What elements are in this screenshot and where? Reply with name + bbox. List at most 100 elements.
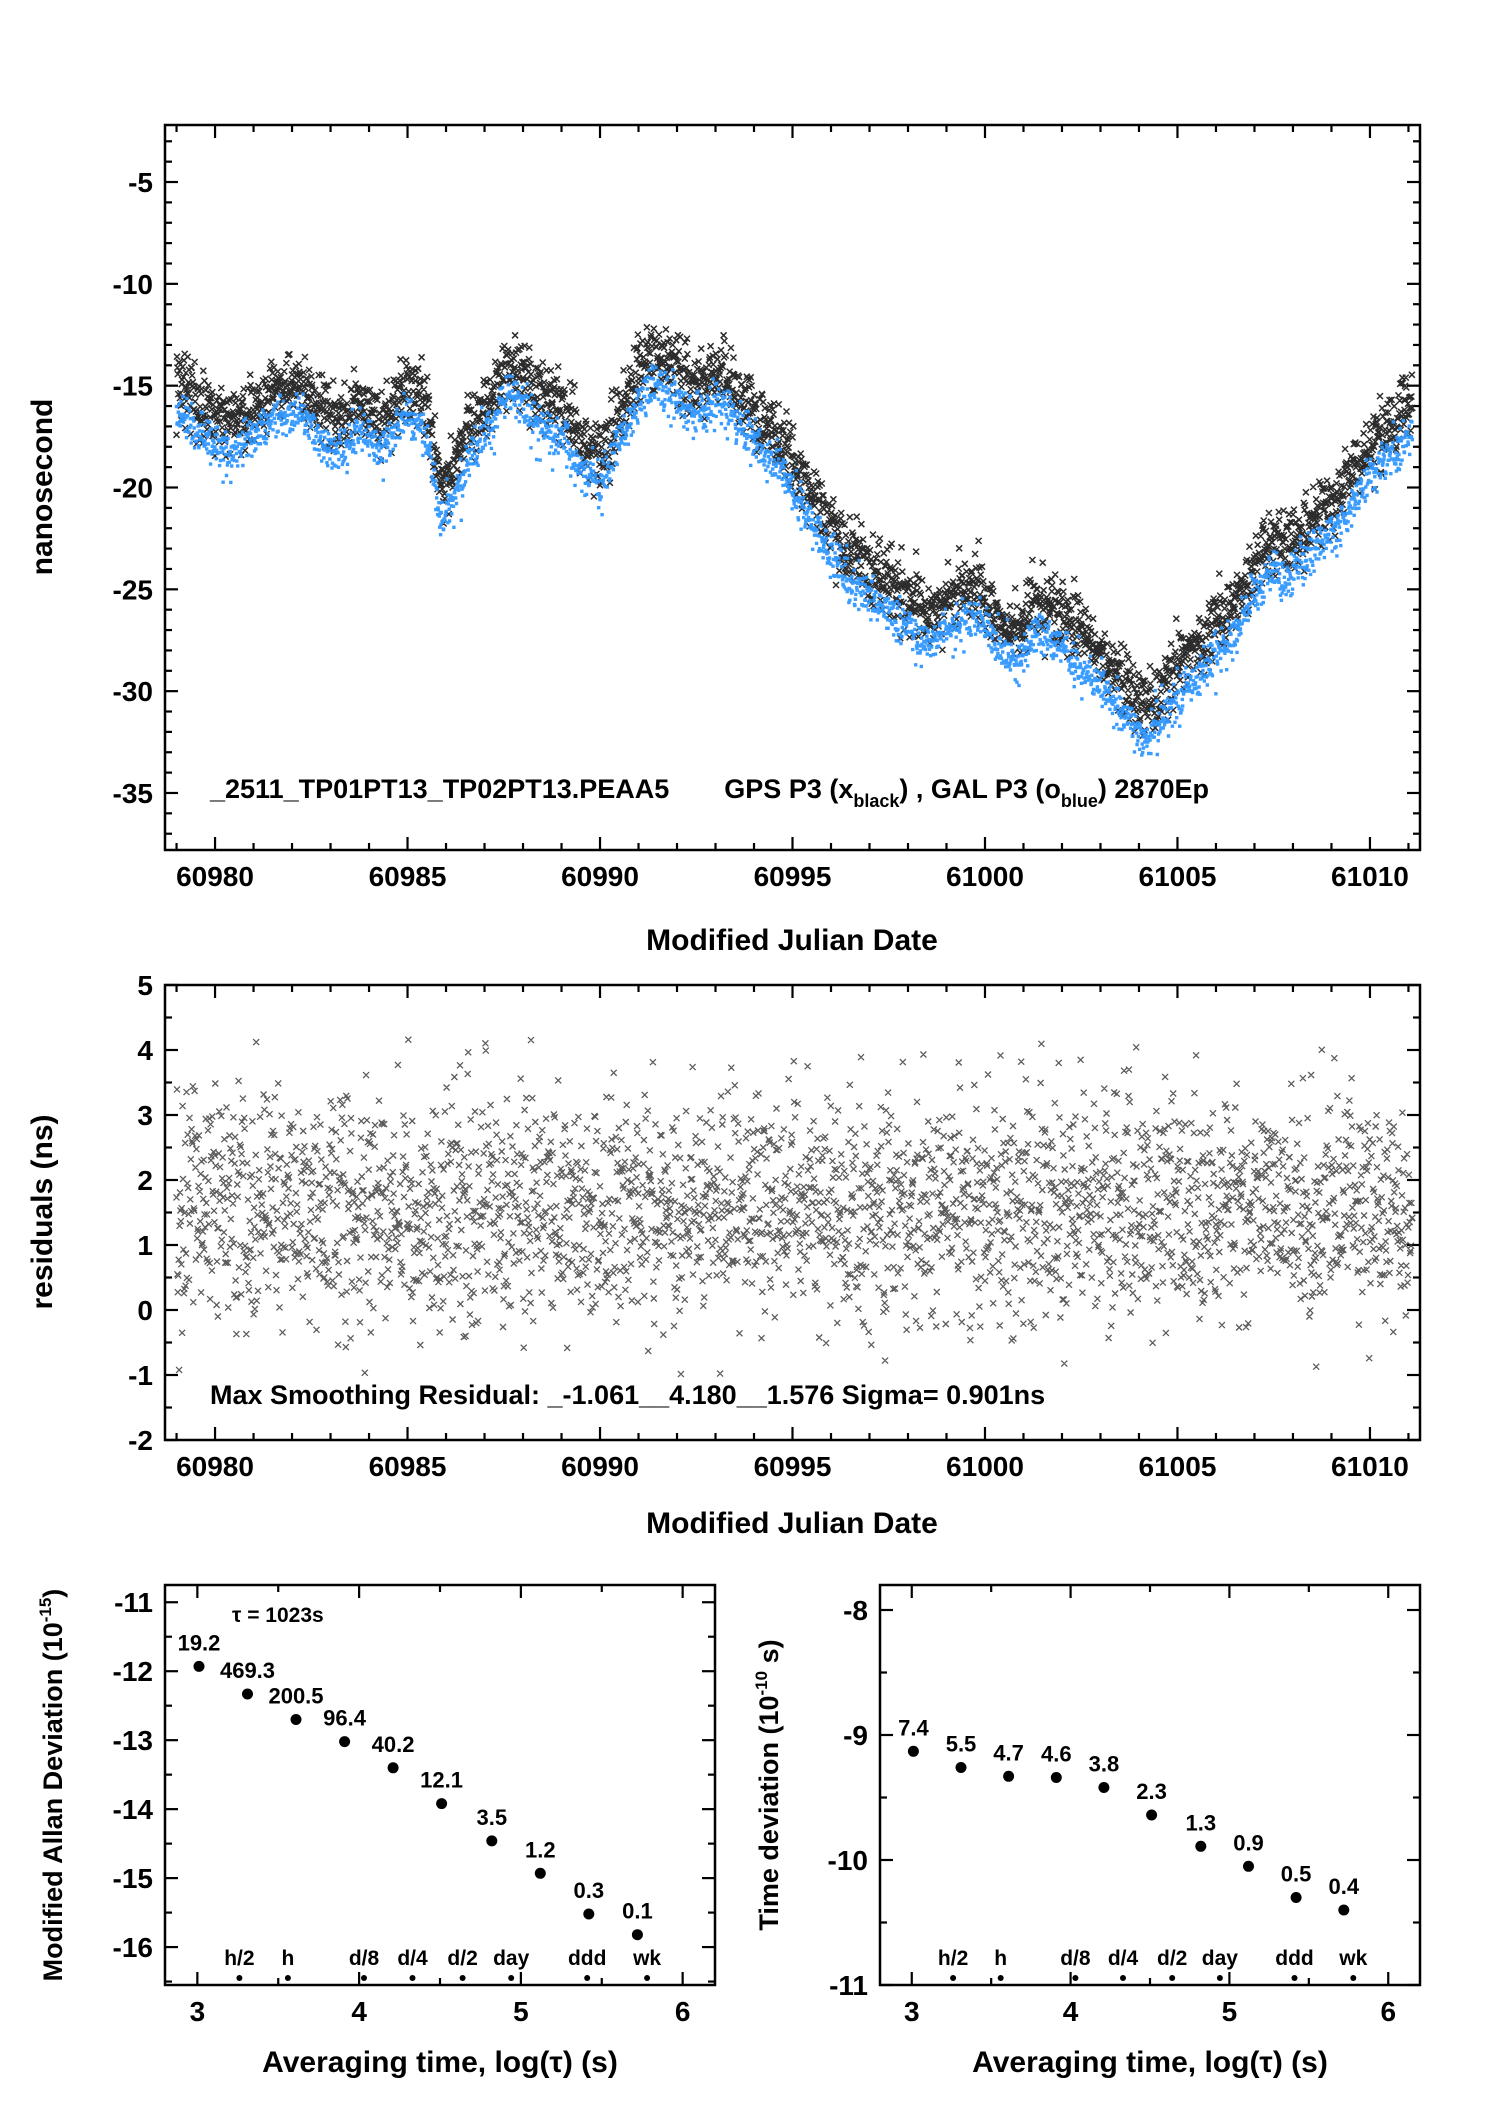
top-yaxis-title: nanosecond [26,399,59,576]
x-tick-label: 5 [513,1996,529,2027]
y-tick-label: -8 [843,1595,868,1626]
deviation-point [290,1714,302,1725]
y-tick-label: -35 [113,778,153,809]
deviation-value-label: 200.5 [268,1684,323,1709]
duration-mark-label: d/4 [397,1947,428,1970]
residuals-panel: 60980 60985 60990 60995 61000 61005 61010 -2 -1 0… [26,970,1422,1540]
duration-mark-dot [236,1975,243,1981]
duration-mark-label: ddd [1275,1947,1313,1970]
deviation-value-label: 4.7 [993,1740,1024,1765]
mdev-ylabel-close: ) [38,1589,68,1598]
duration-mark-dot [361,1975,367,1981]
duration-mark-dot [584,1975,591,1981]
x-tick-label: 4 [1063,1996,1079,2027]
deviation-value-label: 1.3 [1186,1810,1217,1835]
duration-mark-dot [508,1975,515,1981]
y-tick-label: -11 [829,1970,868,2001]
duration-mark-label: d/8 [1060,1947,1091,1970]
deviation-point [955,1762,967,1773]
residuals-yaxis-title: residuals (ns) [26,1114,59,1309]
deviation-point [1098,1782,1110,1793]
duration-mark-dot [1350,1975,1357,1981]
deviation-value-label: 5.5 [946,1732,977,1757]
deviation-point [1338,1904,1350,1916]
y-tick-label: 2 [137,1165,153,1196]
deviation-value-label: 0.5 [1281,1862,1312,1887]
duration-mark-label: h [281,1947,294,1970]
residuals-annotation: Max Smoothing Residual: _-1.061__4.180__… [210,1380,1045,1410]
deviation-point [486,1835,498,1847]
x-tick-label: 60990 [561,861,639,892]
duration-mark-label: d/4 [1108,1947,1139,1970]
duration-mark-label: h/2 [938,1947,968,1970]
duration-mark-label: d/2 [447,1947,477,1970]
duration-mark-label: d/8 [349,1947,380,1970]
tdev-panel: 3 4 5 6 -11 -10 -9 -8 7.4 5.5 4.7 4.6 3.8 2.3 1.3 0.9 0.… [752,1583,1422,2079]
duration-mark-label: d/2 [1157,1947,1187,1970]
x-tick-label: 60985 [369,1451,447,1482]
duration-mark-dot [1072,1975,1079,1981]
x-tick-label: 6 [1380,1996,1396,2027]
y-tick-label: 1 [137,1230,153,1261]
y-tick-label: -30 [113,676,153,707]
y-tick-label: -15 [113,371,153,402]
y-tick-label: -14 [113,1794,154,1825]
y-tick-label: -15 [113,1863,153,1894]
legend-separator: ) , GAL P3 (o [899,774,1061,804]
x-tick-label: 60995 [754,861,832,892]
duration-mark-dot [1120,1975,1126,1981]
deviation-value-label: 4.6 [1041,1742,1072,1767]
y-tick-label: -10 [113,269,153,300]
deviation-point [631,1929,643,1941]
deviation-point [387,1762,399,1774]
duration-mark-label: h/2 [224,1947,254,1970]
deviation-point [1243,1860,1254,1872]
mdev-panel: 3 4 5 6 -16 -15 -14 -13 -12 -11 19.2 469.3200.596.4… [36,1583,717,2079]
duration-mark-dot [1291,1975,1298,1981]
y-tick-label: 4 [137,1035,153,1066]
duration-mark-label: day [1202,1947,1239,1970]
duration-mark-dot [459,1975,466,1981]
deviation-point [1003,1770,1015,1782]
x-tick-label: 60990 [561,1451,639,1482]
x-tick-label: 61005 [1139,861,1217,892]
legend-gps-subscript: black [853,791,900,811]
x-tick-label: 6 [675,1996,691,2027]
y-tick-label: -12 [113,1656,153,1687]
deviation-value-label: 0.9 [1233,1830,1264,1855]
deviation-value-label: 96.4 [323,1706,367,1731]
x-tick-label: 3 [190,1996,206,2027]
deviation-point [339,1736,351,1748]
y-tick-label: -13 [113,1725,153,1756]
deviation-value-label: 0.4 [1329,1874,1360,1899]
x-tick-label: 60995 [754,1451,832,1482]
duration-mark-dot [997,1975,1004,1981]
y-tick-label: -9 [843,1720,868,1751]
deviation-value-label: 3.8 [1089,1752,1120,1777]
deviation-point [1290,1892,1302,1903]
y-tick-label: -20 [113,473,153,504]
deviation-point [193,1660,205,1672]
y-tick-label: 3 [137,1100,153,1131]
deviation-point [1195,1840,1207,1852]
x-tick-label: 3 [904,1996,920,2027]
legend-gps-label: GPS P3 (x [724,774,853,804]
series-gal-p3 [174,363,1414,757]
x-tick-label: 61010 [1331,1451,1409,1482]
tdev-yaxis-title: Time deviation (10-10 s) [752,1639,784,1930]
top-xaxis-title: Modified Julian Date [646,924,938,957]
series-residuals [173,1036,1416,1378]
x-tick-label: 61010 [1331,861,1409,892]
duration-mark-label: wk [1338,1947,1367,1970]
mdev-ylabel-main: Modified Allan Deviation (10 [38,1622,68,1981]
deviation-value-label: 1.2 [525,1837,556,1862]
duration-mark-dot [284,1975,291,1981]
deviation-point [907,1745,919,1757]
duration-mark-dot [644,1975,651,1981]
legend-gal-subscript: blue [1061,791,1098,811]
mdev-ylabel-exponent: -15 [36,1598,55,1623]
x-tick-label: 60985 [369,861,447,892]
duration-mark-dot [1216,1975,1223,1981]
